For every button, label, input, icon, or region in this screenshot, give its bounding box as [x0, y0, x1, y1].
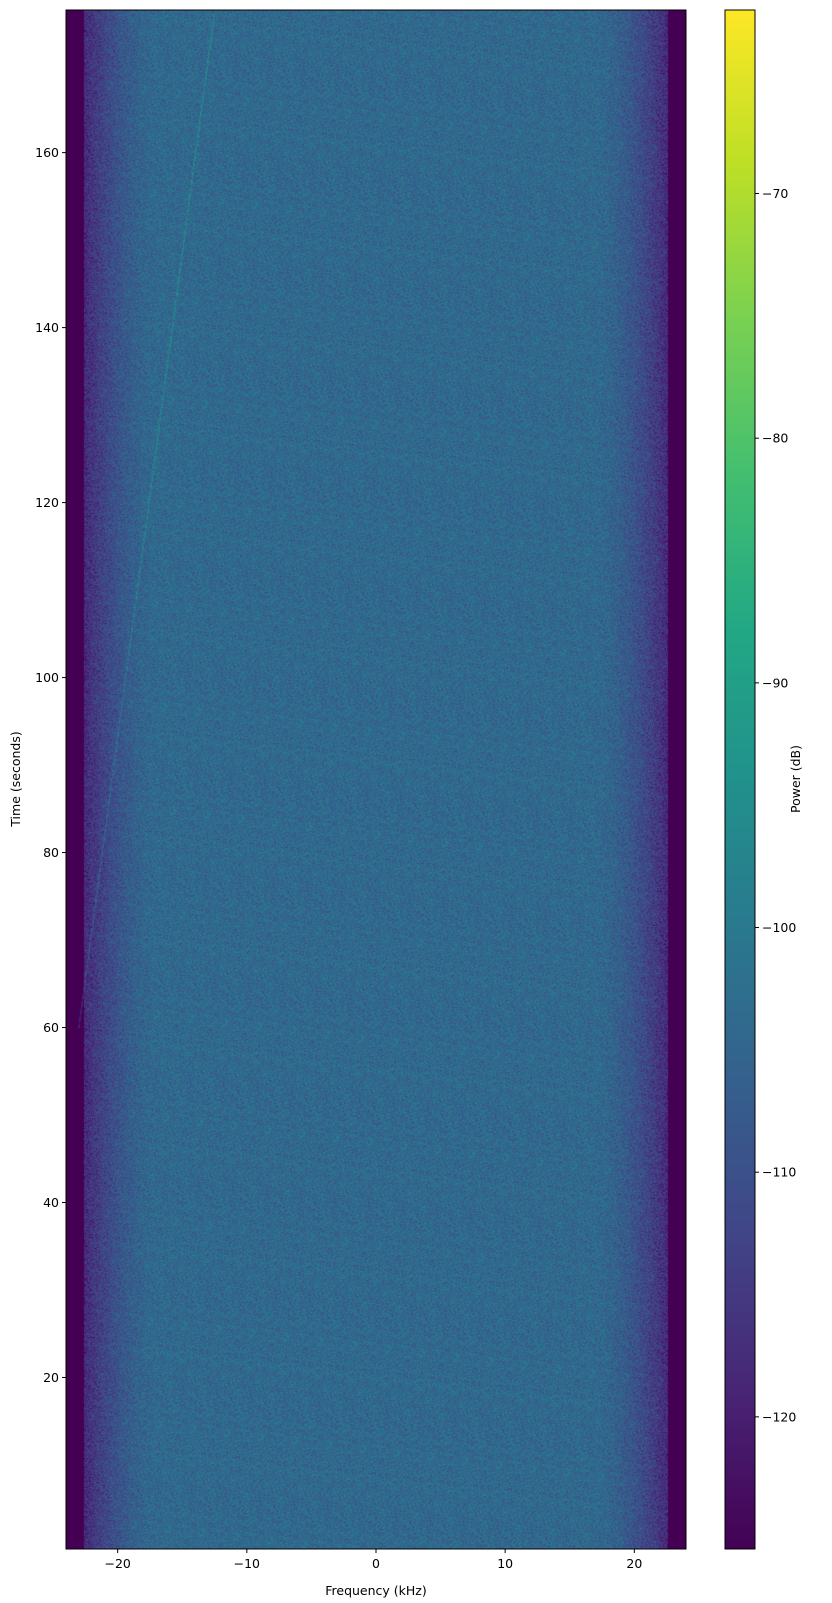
colorbar — [724, 9, 756, 1550]
y-tick-label: 140 — [35, 320, 59, 335]
spectrogram-image — [66, 10, 686, 1549]
colorbar-tick-label: −100 — [762, 920, 796, 935]
y-tick-label: 120 — [35, 495, 59, 510]
colorbar-tick-label: −120 — [762, 1409, 796, 1424]
y-tick-label: 80 — [43, 845, 59, 860]
colorbar-label: Power (dB) — [788, 745, 803, 813]
colorbar-tick-label: −90 — [762, 675, 788, 690]
colorbar-tick-label: −110 — [762, 1165, 796, 1180]
y-tick-label: 60 — [43, 1020, 59, 1035]
y-tick-label: 20 — [43, 1370, 59, 1385]
x-axis-label: Frequency (kHz) — [325, 1583, 427, 1598]
y-axis-label: Time (seconds) — [8, 731, 23, 827]
y-axis: 20 40 60 80 100 120 140 160 — [35, 145, 66, 1385]
y-tick-label: 40 — [43, 1195, 59, 1210]
colorbar-tick-label: −70 — [762, 186, 788, 201]
x-axis: −20 −10 0 10 20 — [104, 1549, 642, 1571]
x-tick-label: 0 — [372, 1556, 380, 1571]
x-tick-label: −20 — [104, 1556, 130, 1571]
colorbar-tick-label: −80 — [762, 431, 788, 446]
plot-frame — [65, 9, 687, 1550]
y-tick-label: 100 — [35, 670, 59, 685]
x-tick-label: 20 — [626, 1556, 642, 1571]
x-tick-label: −10 — [234, 1556, 260, 1571]
colorbar-axis: −70 −80 −90 −100 −110 −120 — [755, 186, 796, 1424]
x-tick-label: 10 — [497, 1556, 513, 1571]
y-tick-label: 160 — [35, 145, 59, 160]
